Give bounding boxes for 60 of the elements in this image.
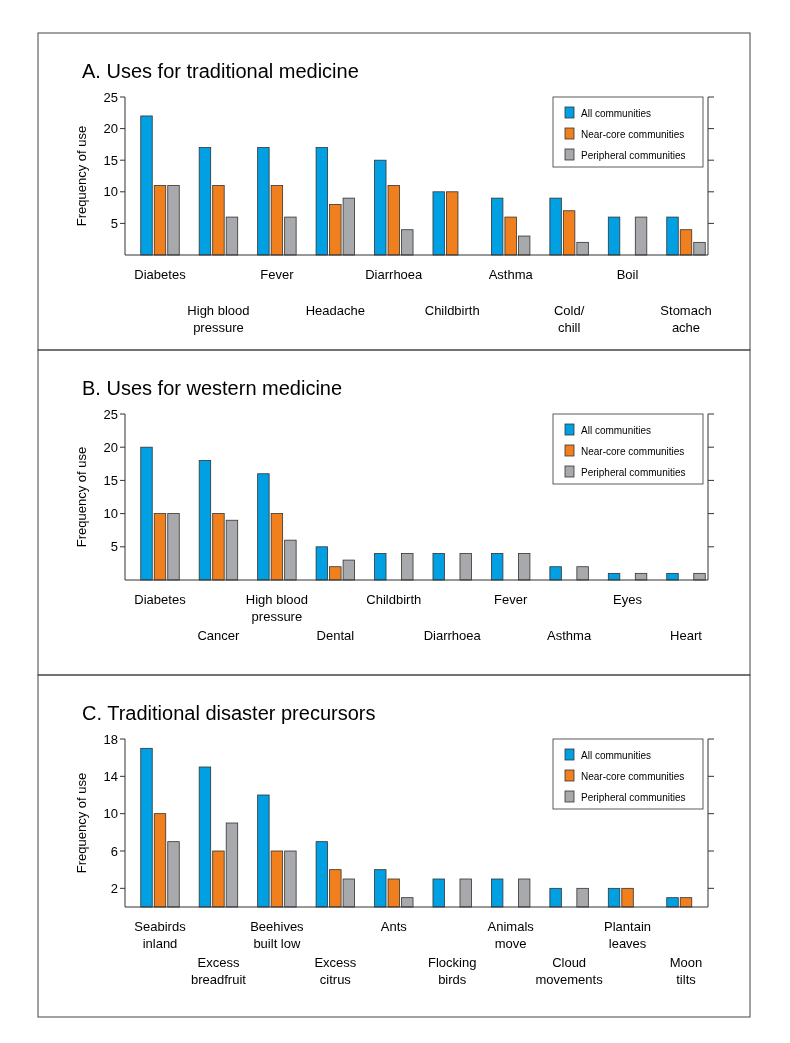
y-axis-title: Frequency of use (74, 446, 89, 548)
legend-label: Near-core communities (581, 445, 685, 457)
y-tick-label: 18 (103, 731, 118, 747)
x-tick-label: Beehives built low (250, 919, 305, 951)
legend-label: Near-core communities (581, 770, 685, 782)
y-tick-label: 2 (110, 880, 118, 896)
y-axis-title: Frequency of use (74, 772, 89, 874)
x-tick-label: Excess breadfruit (190, 955, 247, 987)
y-tick-label: 25 (103, 406, 118, 422)
x-tick-label: Headache (305, 303, 365, 318)
x-tick-label: Fever (260, 267, 295, 282)
x-tick-label: Flocking birds (428, 955, 477, 987)
x-tick-label: Stomach ache (660, 303, 712, 335)
y-tick-label: 5 (110, 215, 118, 231)
y-tick-label: 20 (103, 121, 118, 137)
x-tick-label: Asthma (547, 628, 592, 643)
x-tick-label: Seabirds inland (134, 919, 187, 951)
x-tick-label: Diarrhoea (423, 628, 482, 643)
legend-label: Near-core communities (581, 128, 685, 140)
x-tick-label: Diabetes (134, 267, 187, 282)
chart-title: A. Uses for traditional medicine (82, 60, 359, 82)
x-tick-label: Asthma (488, 267, 534, 282)
y-tick-label: 15 (103, 152, 118, 168)
x-tick-label: High blood pressure (187, 303, 250, 335)
x-tick-label: Boil (616, 267, 639, 282)
y-tick-label: 10 (103, 806, 118, 822)
y-tick-label: 15 (103, 472, 118, 488)
legend-label: All communities (581, 424, 652, 436)
y-tick-label: 20 (103, 439, 118, 455)
legend-label: Peripheral communities (581, 149, 686, 161)
x-tick-label: Moon tilts (669, 955, 703, 987)
legend-label: All communities (581, 107, 652, 119)
chart-title: C. Traditional disaster precursors (82, 702, 376, 724)
y-tick-label: 14 (103, 768, 118, 784)
x-tick-label: Eyes (613, 592, 643, 607)
x-tick-label: Heart (670, 628, 703, 643)
legend-label: All communities (581, 749, 652, 761)
x-tick-label: High blood pressure (245, 592, 308, 624)
y-tick-label: 10 (103, 506, 118, 522)
legend-label: Peripheral communities (581, 466, 686, 478)
x-tick-label: Plantain leaves (604, 919, 652, 951)
y-tick-label: 25 (103, 89, 118, 105)
x-tick-label: Childbirth (366, 592, 422, 607)
x-tick-label: Childbirth (424, 303, 480, 318)
x-tick-label: Ants (380, 919, 408, 934)
x-tick-label: Diabetes (134, 592, 187, 607)
y-tick-label: 5 (110, 539, 118, 555)
x-tick-label: Excess citrus (314, 955, 357, 987)
x-tick-label: Cloud movements (535, 955, 604, 987)
x-tick-label: Cold/ chill (553, 303, 585, 335)
y-axis-title: Frequency of use (74, 125, 89, 227)
x-tick-label: Fever (494, 592, 528, 607)
x-tick-label: Animals move (487, 919, 535, 951)
legend-label: Peripheral communities (581, 791, 686, 803)
x-tick-label: Dental (316, 628, 355, 643)
y-tick-label: 10 (103, 184, 118, 200)
x-tick-label: Diarrhoea (365, 267, 424, 282)
y-tick-label: 6 (110, 843, 118, 859)
x-tick-label: Cancer (197, 628, 241, 643)
chart-title: B. Uses for western medicine (82, 377, 343, 399)
